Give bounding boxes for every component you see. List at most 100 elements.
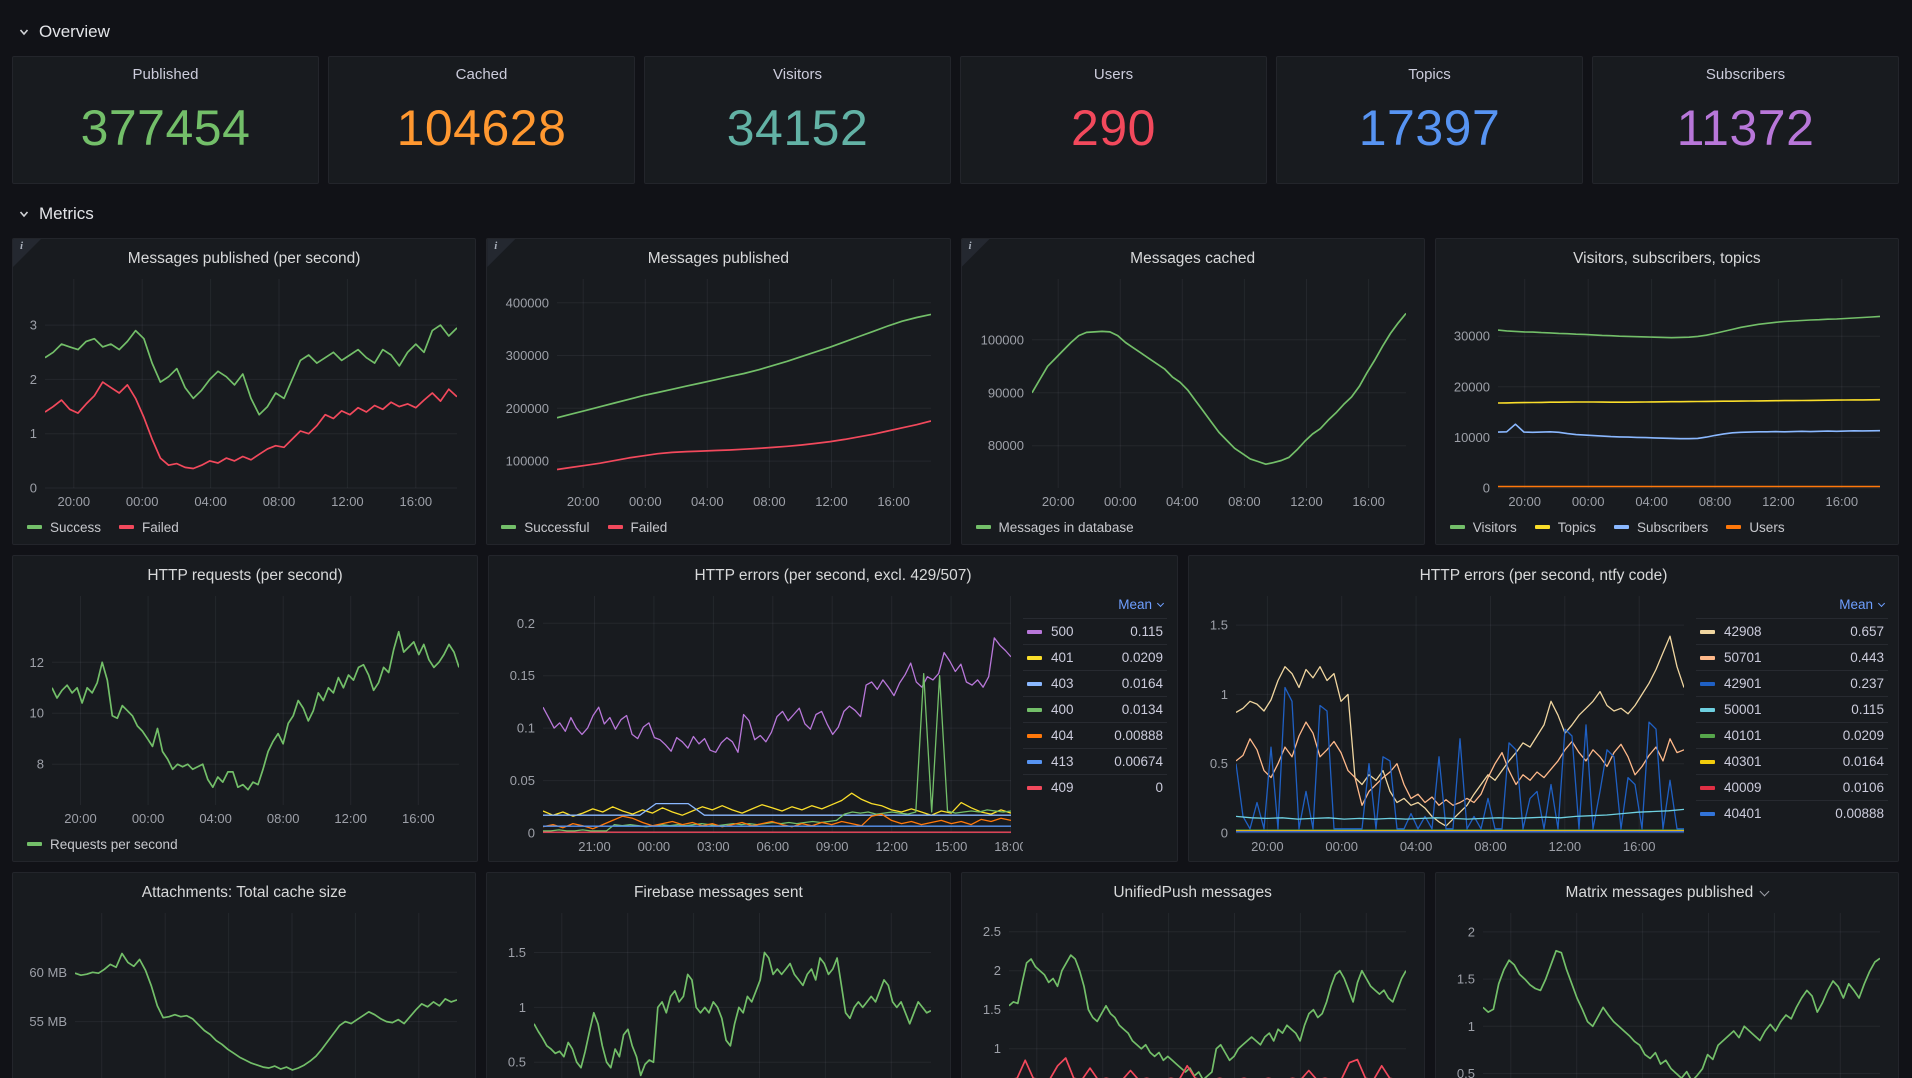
- chart-plot: 80000 90000 100000 20:00 00:00 04:00 08:00 12:0…: [980, 279, 1406, 509]
- legend-swatch-icon: [1700, 759, 1715, 764]
- panel-title[interactable]: HTTP errors (per second, ntfy code): [1419, 567, 1668, 584]
- legend-item[interactable]: Topics: [1534, 520, 1596, 535]
- svg-text:0.5: 0.5: [1210, 756, 1228, 771]
- panel-title[interactable]: Visitors, subscribers, topics: [1573, 250, 1761, 267]
- legend-mean-header[interactable]: Mean: [1023, 594, 1167, 618]
- legend-table-row[interactable]: 403 0.0164: [1023, 670, 1167, 696]
- panel-title[interactable]: Messages published: [647, 250, 790, 267]
- legend-table-row[interactable]: 42908 0.657: [1696, 618, 1888, 644]
- legend-table-row[interactable]: 400 0.0134: [1023, 696, 1167, 722]
- stat-value: 377454: [80, 100, 251, 156]
- panel-title[interactable]: Matrix messages published: [1436, 873, 1898, 907]
- chart-area[interactable]: 0 0.05 0.1 0.15 0.2 21:00 00:00 03:00 06:00 09:00…: [493, 590, 1023, 857]
- legend-table-row[interactable]: 409 0: [1023, 774, 1167, 800]
- panel-title[interactable]: Messages cached: [1130, 250, 1256, 267]
- chart-area[interactable]: 80000 90000 100000 20:00 00:00 04:00 08:00 12:0…: [966, 273, 1418, 512]
- svg-text:80000: 80000: [987, 438, 1023, 453]
- legend-swatch-icon: [119, 525, 135, 529]
- legend-swatch-icon: [1614, 525, 1630, 529]
- legend-swatch-icon: [975, 525, 991, 529]
- section-header-overview[interactable]: Overview: [12, 22, 1899, 42]
- legend-item[interactable]: Users: [1726, 520, 1785, 535]
- panel-title[interactable]: Messages published (per second): [127, 250, 361, 267]
- panel-title[interactable]: HTTP errors (per second, excl. 429/507): [694, 567, 972, 584]
- legend-table-row[interactable]: 40301 0.0164: [1696, 748, 1888, 774]
- svg-text:0.5: 0.5: [1457, 1066, 1475, 1078]
- legend-table-row[interactable]: 42901 0.237: [1696, 670, 1888, 696]
- svg-text:2.5: 2.5: [982, 924, 1000, 939]
- svg-text:12:00: 12:00: [1762, 494, 1795, 509]
- legend-item[interactable]: Visitors: [1449, 520, 1517, 535]
- svg-text:2: 2: [30, 372, 37, 387]
- legend-item[interactable]: Successful: [501, 520, 590, 535]
- legend-item[interactable]: Failed: [119, 520, 179, 535]
- legend-item[interactable]: Messages in database: [975, 520, 1134, 535]
- svg-text:8: 8: [37, 757, 44, 772]
- panel-title[interactable]: UnifiedPush messages: [1113, 884, 1272, 901]
- svg-text:16:00: 16:00: [878, 494, 911, 509]
- svg-text:00:00: 00:00: [629, 494, 662, 509]
- chart-area[interactable]: 0 0.5 1 1.5 20:00 00:00 04:00 08:00 12:00 16:00: [1193, 590, 1696, 857]
- svg-text:20:00: 20:00: [58, 494, 91, 509]
- legend-table-row[interactable]: 413 0.00674: [1023, 748, 1167, 774]
- section-header-metrics[interactable]: Metrics: [12, 204, 1899, 224]
- svg-text:04:00: 04:00: [691, 494, 724, 509]
- legend-table-row[interactable]: 40401 0.00888: [1696, 800, 1888, 826]
- stat-panel-published: Published 377454: [12, 56, 319, 184]
- legend-table-row[interactable]: 40101 0.0209: [1696, 722, 1888, 748]
- panel-title[interactable]: HTTP requests (per second): [147, 567, 343, 584]
- legend-mean-header[interactable]: Mean: [1696, 594, 1888, 618]
- legend-table-row[interactable]: 40009 0.0106: [1696, 774, 1888, 800]
- stat-panel-visitors: Visitors 34152: [644, 56, 951, 184]
- svg-text:16:00: 16:00: [400, 494, 433, 509]
- legend-item[interactable]: Requests per second: [27, 837, 178, 852]
- svg-text:00:00: 00:00: [1572, 494, 1605, 509]
- stat-title: Topics: [1408, 66, 1451, 83]
- series-50701: [1236, 721, 1684, 806]
- stat-panel-topics: Topics 17397: [1276, 56, 1583, 184]
- svg-text:08:00: 08:00: [1698, 494, 1731, 509]
- svg-text:60 MB: 60 MB: [29, 965, 67, 980]
- panel-firebase-messages: Firebase messages sent 0.511.520:0000:00…: [486, 872, 951, 1078]
- legend-label: 40009: [1724, 780, 1762, 795]
- chart-area[interactable]: 0 1 2 3 20:00 00:00 04:00 08:00 12:00 16:00: [17, 273, 469, 512]
- svg-text:12:00: 12:00: [875, 839, 908, 854]
- chart-area[interactable]: 0 10000 20000 30000 20:00 00:00 04:00 08:00 12:0…: [1440, 273, 1892, 512]
- legend-swatch-icon: [1700, 655, 1715, 660]
- legend-table-row[interactable]: 500 0.115: [1023, 618, 1167, 644]
- legend: Success Failed: [13, 516, 475, 544]
- svg-text:0: 0: [30, 481, 37, 496]
- panel-title[interactable]: Firebase messages sent: [633, 884, 803, 901]
- series-failed: [557, 420, 932, 471]
- svg-text:06:00: 06:00: [757, 839, 790, 854]
- legend-item[interactable]: Success: [27, 520, 101, 535]
- svg-text:20:00: 20:00: [1251, 839, 1284, 854]
- legend-label: 40401: [1724, 806, 1762, 821]
- legend-table-row[interactable]: 401 0.0209: [1023, 644, 1167, 670]
- metrics-row-1: Messages published (per second) 0 1 2 3 20:0…: [12, 238, 1899, 545]
- panel-title-text: Matrix messages published: [1565, 884, 1754, 901]
- legend: Requests per second: [13, 833, 477, 861]
- svg-text:16:00: 16:00: [1825, 494, 1858, 509]
- chart-area[interactable]: 8 10 12 20:00 00:00 04:00 08:00 12:00 16:00: [17, 590, 471, 829]
- legend-table-row[interactable]: 404 0.00888: [1023, 722, 1167, 748]
- legend-table-row[interactable]: 50001 0.115: [1696, 696, 1888, 722]
- series-42901: [1236, 686, 1684, 830]
- legend-item[interactable]: Failed: [607, 520, 667, 535]
- overview-stats-row: Published 377454 Cached 104628 Visitors …: [12, 56, 1899, 184]
- legend-swatch-icon: [1027, 759, 1042, 764]
- chart-plot: 0 0.5 1 1.5 20:00 00:00 04:00 08:00 12:00 16:00: [1210, 596, 1684, 854]
- legend-table-row[interactable]: 50701 0.443: [1696, 644, 1888, 670]
- chart-area[interactable]: 100000 200000 300000 400000 20:00 00:00 04:00 0…: [491, 273, 943, 512]
- svg-text:12:00: 12:00: [1290, 494, 1323, 509]
- legend-item[interactable]: Subscribers: [1614, 520, 1708, 535]
- stat-value: 11372: [1676, 100, 1815, 156]
- panel-title[interactable]: Attachments: Total cache size: [141, 884, 347, 901]
- svg-text:20:00: 20:00: [1041, 494, 1074, 509]
